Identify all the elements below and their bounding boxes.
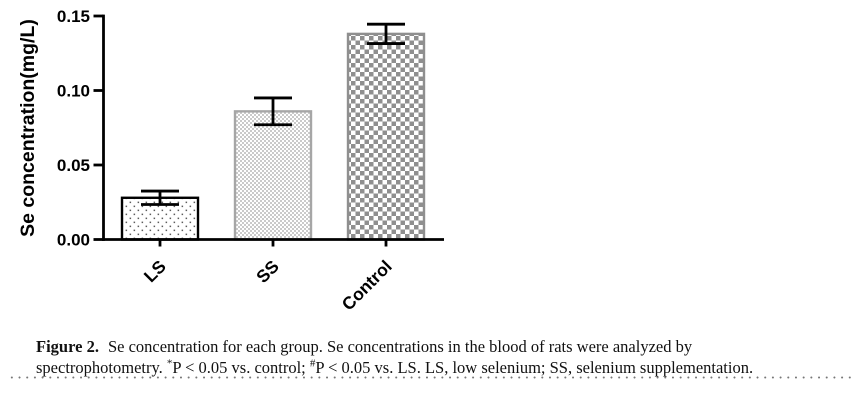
figure-caption: Figure 2. Se concentration for each group…: [36, 336, 826, 379]
y-axis-title: Se concentration(mg/L): [17, 19, 39, 237]
error-bar-LS: [141, 189, 179, 206]
dotted-separator-rule: [8, 376, 853, 379]
y-tick-label: 0.00: [57, 231, 90, 250]
error-bar-Control: [367, 22, 405, 45]
error-bar-SS: [254, 96, 292, 127]
figure-caption-label: Figure 2.: [36, 336, 99, 356]
caption-line1: Se concentration for each group. Se conc…: [107, 336, 693, 356]
x-category-label: SS: [252, 256, 283, 287]
bar-chart-svg: 0.00 0.05 0.10 0.15 LS SS Control Se concentrat…: [17, 7, 444, 312]
caption-line2-mid1: P < 0.05 vs. control;: [172, 358, 310, 377]
y-tick-label: 0.05: [57, 156, 90, 175]
asterisk-superscript: *: [166, 357, 173, 370]
y-tick-label: 0.15: [57, 7, 90, 26]
bar-Control: [346, 32, 426, 241]
x-category-label: LS: [140, 256, 170, 286]
y-tick-label: 0.10: [57, 82, 90, 101]
axes: [93, 14, 444, 247]
caption-line2-pre: spectrophotometry.: [36, 358, 167, 377]
hash-superscript: #: [309, 357, 316, 370]
se-concentration-bar-chart: 0.00 0.05 0.10 0.15 LS SS Control Se concentrat…: [0, 0, 460, 312]
x-category-label: Control: [338, 256, 396, 312]
bar-SS: [233, 110, 313, 241]
caption-line2-mid2: P < 0.05 vs. LS. LS, low selenium; SS, s…: [315, 358, 754, 377]
